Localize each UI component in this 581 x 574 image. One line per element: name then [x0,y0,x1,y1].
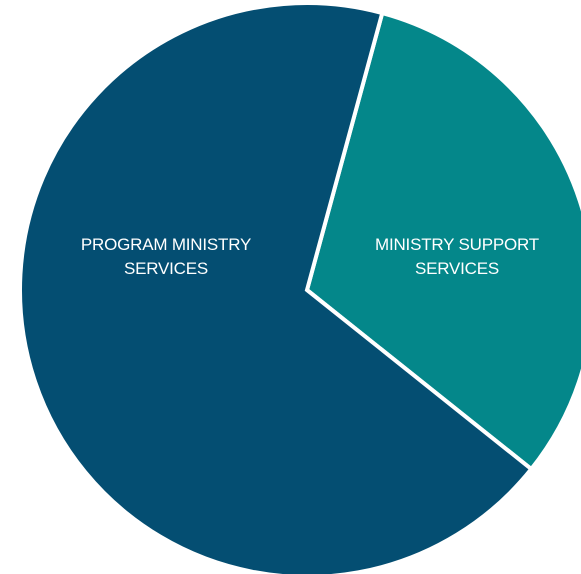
slice-label-1: PROGRAM MINISTRY SERVICES [81,235,251,278]
pie-slices [18,1,581,574]
slice-label-line: PROGRAM MINISTRY [81,235,251,254]
slice-label-line: MINISTRY SUPPORT [375,235,539,254]
slice-label-0: MINISTRY SUPPORT SERVICES [375,235,539,278]
pie-slice-1 [18,1,535,574]
slice-label-line: SERVICES [415,259,499,278]
pie-slice-0 [304,10,581,472]
slice-label-line: SERVICES [124,259,208,278]
